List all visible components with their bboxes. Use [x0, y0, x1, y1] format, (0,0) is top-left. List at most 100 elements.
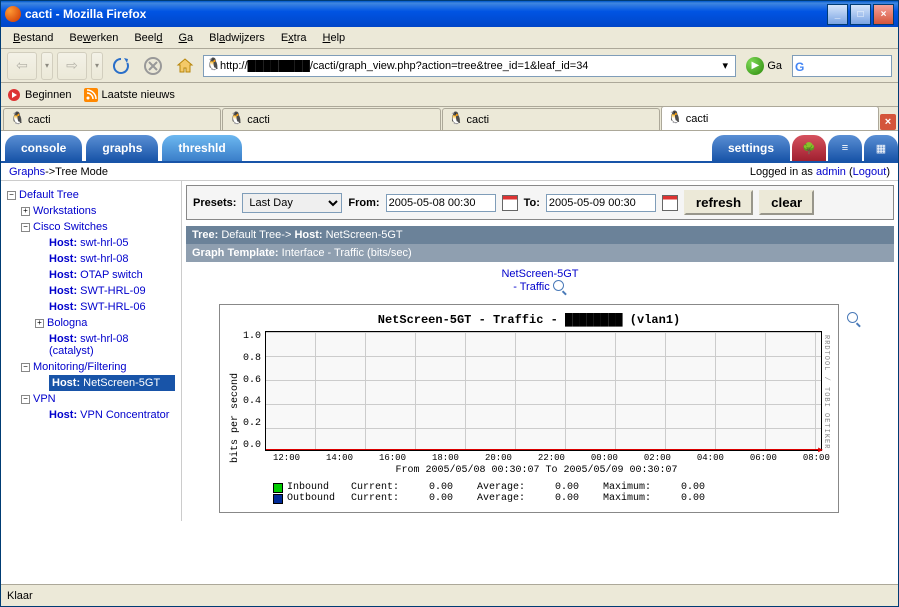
maximize-button[interactable]: □ [850, 4, 871, 25]
stop-button[interactable] [139, 52, 167, 80]
nav-graphs[interactable]: graphs [86, 135, 158, 161]
forward-button[interactable]: ⇨ [57, 52, 87, 80]
minimize-button[interactable]: _ [827, 4, 848, 25]
url-dropdown[interactable]: ▾ [717, 59, 733, 72]
tab-1[interactable]: cacti [222, 108, 440, 130]
tree-host[interactable]: Host: swt-hrl-08 [49, 251, 175, 267]
status-text: Klaar [7, 590, 33, 602]
window-title: cacti - Mozilla Firefox [25, 7, 827, 21]
back-button[interactable]: ⇦ [7, 52, 37, 80]
template-info-bar: Graph Template: Interface - Traffic (bit… [186, 244, 894, 262]
from-input[interactable] [386, 194, 496, 212]
chart-ylabel: bits per second [228, 331, 243, 504]
tab-icon [10, 113, 24, 127]
tab-icon [668, 112, 682, 126]
nav-toolbar: ⇦ ▾ ⇨ ▾ ▾ ▶ Ga G [1, 49, 898, 83]
to-input[interactable] [546, 194, 656, 212]
chart-plotarea [265, 331, 822, 451]
chart-yticks: 1.0 0.8 0.6 0.4 0.2 0.0 [243, 331, 265, 451]
bookmark-beginnen[interactable]: Beginnen [7, 88, 72, 102]
tree-host[interactable]: Host: VPN Concentrator [49, 407, 175, 423]
graph-panel: Presets: Last Day From: To: refresh clea… [181, 181, 898, 521]
filter-bar: Presets: Last Day From: To: refresh clea… [186, 185, 894, 220]
presets-select[interactable]: Last Day [242, 193, 342, 213]
url-bar: ▾ [203, 55, 736, 77]
menu-help[interactable]: Help [315, 30, 354, 46]
tree-cisco[interactable]: −Cisco Switches [21, 219, 175, 235]
chart-caption: From 2005/05/08 00:30:07 To 2005/05/09 0… [243, 463, 830, 478]
tree-host[interactable]: Host: SWT-HRL-09 [49, 283, 175, 299]
tree-workstations[interactable]: +Workstations [21, 203, 175, 219]
search-box[interactable]: G [792, 55, 892, 77]
url-input[interactable] [220, 60, 717, 72]
tab-0[interactable]: cacti [3, 108, 221, 130]
close-button[interactable]: × [873, 4, 894, 25]
nav-tree-icon[interactable]: 🌳 [792, 135, 826, 161]
bookmark-nieuws[interactable]: Laatste nieuws [84, 88, 175, 102]
tree-info-bar: Tree: Default Tree-> Host: NetScreen-5GT [186, 226, 894, 244]
outbound-swatch [273, 494, 283, 504]
tab-2[interactable]: cacti [442, 108, 660, 130]
zoom-graph-icon[interactable] [847, 312, 861, 326]
tree-bologna[interactable]: +Bologna [35, 315, 175, 331]
tree-host[interactable]: Host: OTAP switch [49, 267, 175, 283]
back-dropdown[interactable]: ▾ [41, 52, 53, 80]
home-button[interactable] [171, 52, 199, 80]
tree-monitoring[interactable]: −Monitoring/Filtering [21, 359, 175, 375]
bookmarks-bar: Beginnen Laatste nieuws [1, 83, 898, 107]
tab-close-button[interactable]: × [880, 114, 896, 130]
inbound-swatch [273, 483, 283, 493]
go-label: Ga [767, 60, 782, 72]
refresh-button[interactable]: refresh [684, 190, 753, 215]
statusbar: Klaar [1, 584, 898, 606]
graph-link[interactable]: NetScreen-5GT- Traffic [501, 268, 578, 293]
logout-link[interactable]: Logout [853, 166, 887, 178]
go-icon: ▶ [746, 57, 764, 75]
forward-dropdown[interactable]: ▾ [91, 52, 103, 80]
tree-host-selected[interactable]: Host: NetScreen-5GT [49, 375, 175, 391]
firefox-icon [5, 6, 21, 22]
go-button[interactable]: ▶ Ga [740, 57, 788, 75]
tab-icon [229, 113, 243, 127]
nav-threshold[interactable]: threshld [162, 135, 241, 161]
nav-preview-icon[interactable]: ▦ [864, 135, 898, 161]
menu-bewerken[interactable]: Bewerken [61, 30, 126, 46]
page-content: console graphs threshld settings 🌳 ≡ ▦ G… [1, 131, 898, 584]
tree-host[interactable]: Host: swt-hrl-08(catalyst) [49, 331, 175, 359]
tree-host[interactable]: Host: SWT-HRL-06 [49, 299, 175, 315]
rss-icon [84, 88, 98, 102]
user-link[interactable]: admin [816, 166, 846, 178]
menu-ga[interactable]: Ga [170, 30, 201, 46]
cacti-nav: console graphs threshld settings 🌳 ≡ ▦ [1, 131, 898, 161]
to-calendar-icon[interactable] [662, 195, 678, 211]
breadcrumb-graphs[interactable]: Graphs [9, 166, 45, 178]
clear-button[interactable]: clear [759, 190, 814, 215]
titlebar: cacti - Mozilla Firefox _ □ × [1, 1, 898, 27]
menu-bladwijzers[interactable]: Bladwijzers [201, 30, 273, 46]
tab-3[interactable]: cacti [661, 106, 879, 130]
tree-root[interactable]: −Default Tree [7, 187, 175, 203]
menu-bestand[interactable]: Bestand [5, 30, 61, 46]
nav-console[interactable]: console [5, 135, 82, 161]
menu-beeld[interactable]: Beeld [126, 30, 170, 46]
tree-vpn[interactable]: −VPN [21, 391, 175, 407]
from-calendar-icon[interactable] [502, 195, 518, 211]
reload-button[interactable] [107, 52, 135, 80]
tree-panel: −Default Tree +Workstations −Cisco Switc… [1, 181, 181, 521]
graph-area: NetScreen-5GT - Traffic - ████████ (vlan… [206, 304, 874, 513]
rrdtool-watermark: RRDTOOL / TOBI OETIKER [822, 331, 830, 451]
menubar: Bestand Bewerken Beeld Ga Bladwijzers Ex… [1, 27, 898, 49]
tree-host[interactable]: Host: swt-hrl-05 [49, 235, 175, 251]
nav-list-icon[interactable]: ≡ [828, 135, 862, 161]
site-icon [206, 59, 220, 73]
zoom-icon[interactable] [553, 280, 567, 294]
rrd-graph: NetScreen-5GT - Traffic - ████████ (vlan… [219, 304, 839, 513]
google-icon: G [795, 59, 809, 73]
chart-legend: Inbound Current: 0.00 Average: 0.00 Maxi… [243, 478, 830, 504]
tabs-bar: cacti cacti cacti cacti × [1, 107, 898, 131]
nav-settings[interactable]: settings [712, 135, 790, 161]
login-status: Logged in as admin (Logout) [750, 166, 890, 178]
cacti-main: −Default Tree +Workstations −Cisco Switc… [1, 181, 898, 521]
menu-extra[interactable]: Extra [273, 30, 315, 46]
svg-text:G: G [795, 60, 804, 73]
